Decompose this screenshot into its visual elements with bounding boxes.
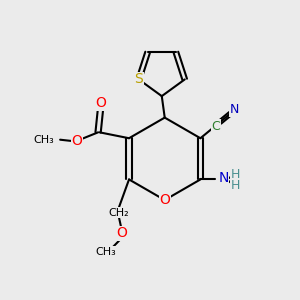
Text: H: H (231, 179, 240, 192)
Text: S: S (134, 72, 143, 86)
Text: H: H (231, 168, 240, 181)
Text: O: O (159, 193, 170, 207)
Text: N: N (230, 103, 239, 116)
Text: CH₂: CH₂ (108, 208, 129, 218)
Text: CH₃: CH₃ (34, 135, 54, 145)
Text: N: N (218, 171, 229, 185)
Text: C: C (212, 120, 220, 133)
Text: O: O (116, 226, 127, 240)
Text: O: O (71, 134, 82, 148)
Text: O: O (95, 96, 106, 110)
Text: CH₃: CH₃ (95, 247, 116, 256)
